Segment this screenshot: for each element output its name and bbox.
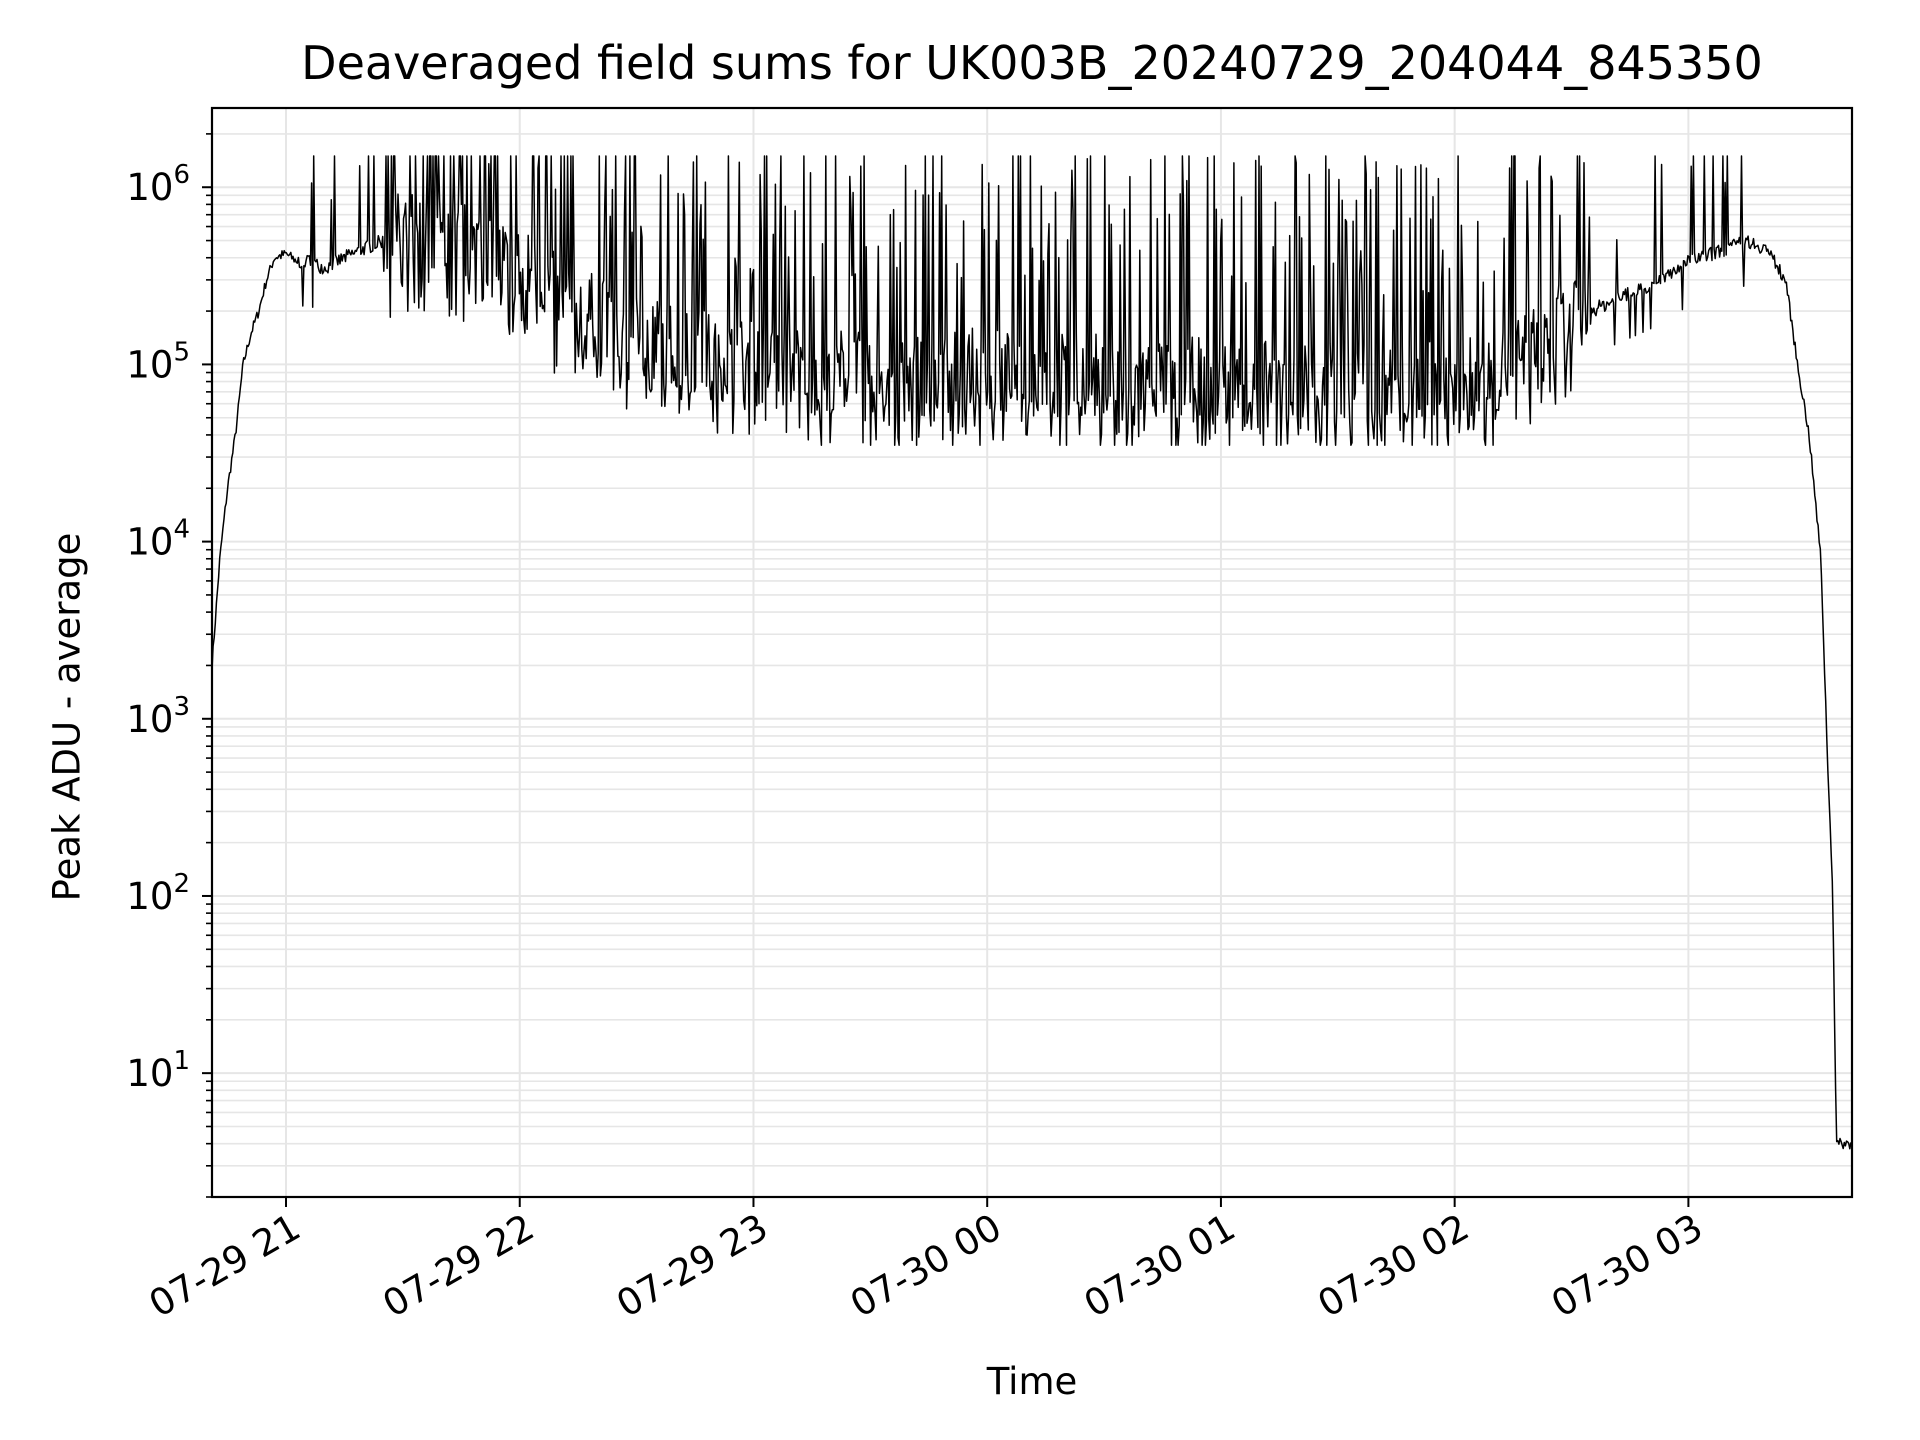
x-axis-label: Time xyxy=(986,1360,1078,1403)
y-axis-label: Peak ADU - average xyxy=(45,532,89,902)
y-tick-label: 102 xyxy=(126,869,190,918)
chart-title: Deaveraged field sums for UK003B_2024072… xyxy=(301,36,1763,90)
x-tick-label: 07-30 01 xyxy=(1077,1206,1243,1326)
y-tick-label: 105 xyxy=(126,337,190,386)
series-line xyxy=(211,155,1853,1150)
x-tick-label: 07-30 03 xyxy=(1544,1206,1710,1326)
plot-frame xyxy=(210,106,1854,1199)
x-tick-label: 07-30 02 xyxy=(1311,1206,1477,1326)
y-tick-label: 101 xyxy=(126,1046,190,1095)
y-tick-label: 106 xyxy=(126,160,190,209)
x-tick-label: 07-29 22 xyxy=(376,1206,542,1326)
y-tick-label: 103 xyxy=(126,692,190,741)
x-tick-label: 07-30 00 xyxy=(843,1206,1009,1326)
y-tick-label: 104 xyxy=(126,515,190,564)
x-tick-label: 07-29 21 xyxy=(142,1206,308,1326)
x-tick-label: 07-29 23 xyxy=(609,1206,775,1326)
